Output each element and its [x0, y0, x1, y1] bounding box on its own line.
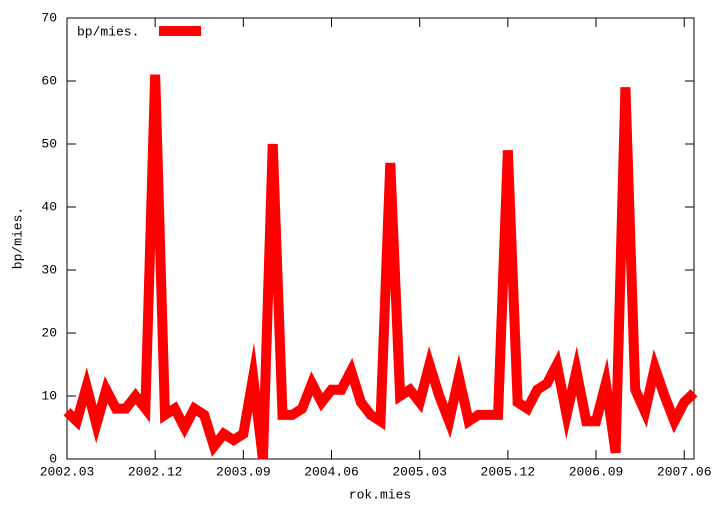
- plot-frame: [66, 17, 695, 460]
- x-axis-label: rok.mies: [349, 487, 411, 502]
- y-tick-label: 20: [41, 325, 57, 340]
- x-tick-label: 2005.12: [481, 464, 536, 479]
- y-axis-label: bp/mies.: [10, 207, 25, 269]
- x-tick-label: 2002.03: [40, 464, 95, 479]
- x-tick-label: 2002.12: [128, 464, 183, 479]
- x-tick-label: 2006.09: [569, 464, 624, 479]
- x-tick-label: 2004.06: [304, 464, 359, 479]
- x-tick-label: 2003.09: [216, 464, 271, 479]
- y-tick-label: 30: [41, 262, 57, 277]
- y-tick-label: 10: [41, 388, 57, 403]
- y-tick-label: 60: [41, 73, 57, 88]
- x-tick-label: 2007.06: [657, 464, 712, 479]
- data-line: [63, 74, 698, 460]
- y-tick-label: 0: [49, 451, 57, 466]
- y-tick-label: 50: [41, 136, 57, 151]
- y-tick-label: 70: [41, 10, 57, 25]
- y-tick-label: 40: [41, 199, 57, 214]
- x-tick-label: 2005.03: [392, 464, 447, 479]
- legend-label: bp/mies.: [77, 24, 139, 39]
